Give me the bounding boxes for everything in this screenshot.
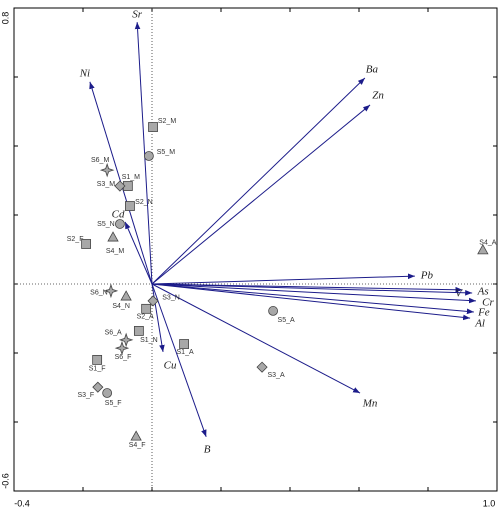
sample-label: S1_F (89, 366, 106, 373)
variable-label: Cu (164, 359, 177, 371)
sample-point (107, 231, 119, 242)
sample-point (143, 151, 154, 161)
loading-arrow (151, 283, 476, 304)
variable-label: V (455, 287, 463, 299)
loading-arrow (151, 104, 371, 285)
variable-label: Pb (420, 270, 434, 282)
sample-point (179, 339, 189, 349)
sample-label: S1_A (177, 349, 194, 356)
sample-point (99, 162, 115, 178)
sample-point (148, 122, 158, 132)
sample-point (133, 326, 144, 336)
sample-point (120, 290, 132, 301)
loading-arrow (151, 283, 361, 394)
sample-point (114, 180, 126, 192)
loading-arrow (151, 283, 474, 315)
sample-point (147, 295, 159, 307)
variable-label: B (204, 443, 211, 455)
sample-label: S5_A (278, 317, 295, 324)
sample-point (103, 283, 119, 299)
sample-label: S5_M (157, 149, 175, 156)
sample-point (114, 340, 130, 356)
x-tick-label: -0.4 (14, 498, 30, 508)
loading-arrow (151, 283, 473, 296)
sample-label: S2_A (137, 314, 154, 321)
sample-label: S4_M (106, 248, 124, 255)
sample-point (92, 354, 103, 365)
loading-arrow (151, 283, 165, 353)
sample-point (115, 219, 125, 229)
sample-label: S4_A (479, 240, 496, 247)
sample-point (130, 430, 142, 441)
sample-point (125, 201, 135, 211)
loading-arrow (151, 273, 415, 285)
sample-label: S2_M (158, 118, 176, 125)
sample-point (477, 244, 489, 255)
sample-label: S3_N (162, 295, 180, 302)
loading-arrow (134, 22, 153, 285)
loading-arrow (151, 77, 366, 285)
sample-point (268, 306, 278, 316)
variable-label: Ni (79, 67, 90, 79)
sample-point (256, 361, 268, 373)
variable-label: Fe (477, 306, 490, 318)
sample-point (81, 239, 92, 249)
loading-arrow (151, 283, 471, 321)
variable-label: Al (474, 318, 485, 330)
sample-point (102, 388, 113, 398)
sample-label: S5_N (97, 221, 115, 228)
sample-label: S5_F (105, 400, 122, 407)
variable-label: Cd (112, 208, 125, 220)
sample-point (141, 303, 152, 314)
variable-label: Ba (366, 64, 379, 76)
sample-label: S2_N (135, 199, 153, 206)
loading-arrow (151, 283, 207, 438)
y-tick-label: -0.6 (0, 473, 10, 489)
variable-label: As (477, 286, 489, 298)
variable-label: Sr (132, 9, 143, 21)
sample-label: S6_A (105, 330, 122, 337)
sample-label: S3_A (267, 372, 284, 379)
sample-label: S1_M (122, 174, 140, 181)
plot-frame (13, 7, 498, 492)
y-tick-label: 0.8 (0, 12, 10, 25)
sample-label: S4_F (129, 442, 146, 449)
sample-label: S6_N (90, 290, 108, 297)
sample-label: S4_N (112, 303, 130, 310)
loading-arrow (124, 221, 153, 285)
sample-label: S1_N (140, 337, 158, 344)
sample-point (92, 381, 104, 393)
sample-label: S6_M (91, 157, 109, 164)
sample-label: S3_F (77, 392, 94, 399)
sample-point (118, 332, 134, 348)
sample-label: S2_F (67, 236, 84, 243)
sample-label: S3_M (97, 181, 115, 188)
variable-label: Zn (372, 89, 384, 101)
variable-label: Mn (362, 398, 378, 410)
sample-label: S6_F (115, 354, 132, 361)
x-tick-label: 1.0 (483, 498, 496, 508)
variable-label: Cr (482, 296, 494, 308)
